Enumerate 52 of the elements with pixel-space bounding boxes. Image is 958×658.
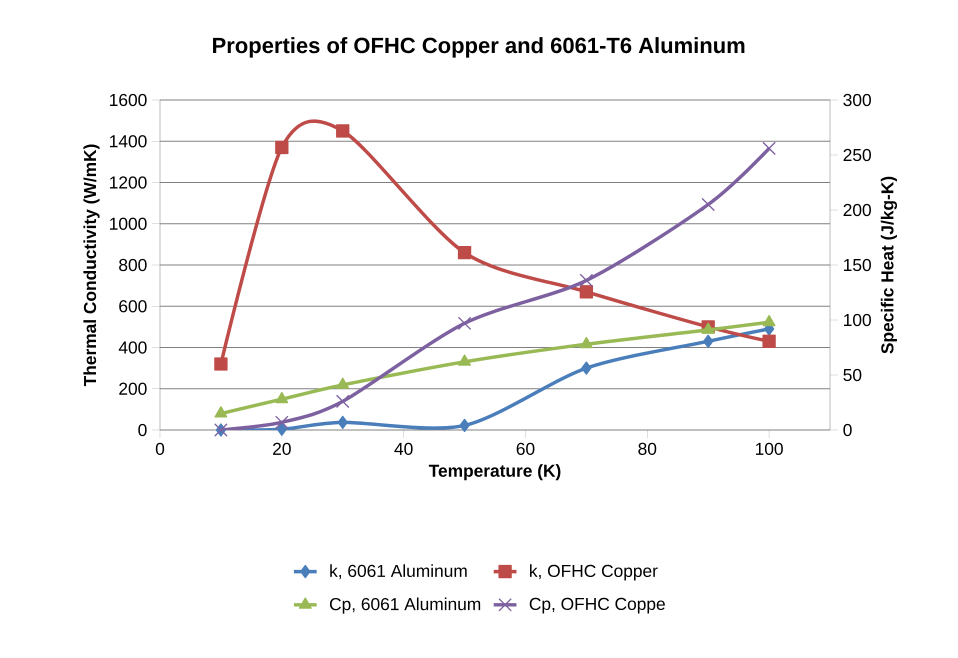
y-tick-label: 800 <box>119 258 147 272</box>
legend-label: Cp, 6061 Aluminum <box>330 598 480 614</box>
point <box>458 316 472 330</box>
legend-label: k, OFHC Copper <box>530 564 658 580</box>
y2-tick-label: 150 <box>844 258 871 272</box>
legend-label: Cp, OFHC Coppe <box>530 598 665 614</box>
y2-tick-label: 50 <box>843 368 862 382</box>
x-tick-label: 60 <box>516 442 534 455</box>
x-tick-label: 0 <box>156 442 164 455</box>
x-tick-label: 80 <box>638 442 656 455</box>
y-tick-label: 0 <box>138 424 147 436</box>
x-tick-label: 20 <box>273 442 291 455</box>
point <box>701 198 715 212</box>
y2-tick-label: 300 <box>843 94 871 106</box>
point <box>214 406 228 418</box>
point <box>459 418 470 432</box>
point <box>762 142 776 156</box>
y-tick-label: 400 <box>118 341 147 354</box>
y2-axis-title: Specific Heat (J/kg-K) <box>880 176 898 354</box>
point <box>336 378 350 389</box>
point <box>338 416 348 430</box>
y-tick-label: 1400 <box>110 135 147 148</box>
point <box>275 140 288 154</box>
y-tick-label: 1200 <box>110 176 147 189</box>
y-tick-label: 1600 <box>110 94 147 106</box>
point <box>458 246 472 260</box>
y2-tick-label: 100 <box>844 314 871 326</box>
x-axis-title: Temperature (K) <box>428 464 560 480</box>
point <box>703 334 714 348</box>
y2-tick-label: 0 <box>843 424 852 436</box>
point <box>214 357 228 371</box>
point <box>580 274 594 288</box>
y-tick-label: 600 <box>119 300 147 312</box>
point <box>762 314 776 326</box>
y2-tick-label: 250 <box>844 148 871 162</box>
point <box>581 361 592 375</box>
y-axis-title: Thermal Conductivity (W/mK) <box>83 144 100 386</box>
point <box>580 285 594 298</box>
point <box>580 336 593 348</box>
legend-label: k, 6061 Aluminum <box>330 564 467 580</box>
point <box>702 322 715 334</box>
y-tick-label: 1000 <box>110 218 147 230</box>
point <box>762 334 776 348</box>
y2-tick-label: 200 <box>844 204 871 216</box>
x-tick-label: 100 <box>756 442 783 455</box>
point <box>458 354 471 366</box>
x-tick-label: 40 <box>394 442 413 455</box>
point <box>275 392 288 404</box>
chart-title: Properties of OFHC Copper and 6061-T6 Aluminum <box>213 37 744 58</box>
y-tick-label: 200 <box>119 382 147 395</box>
point <box>276 422 287 436</box>
point <box>336 124 350 138</box>
